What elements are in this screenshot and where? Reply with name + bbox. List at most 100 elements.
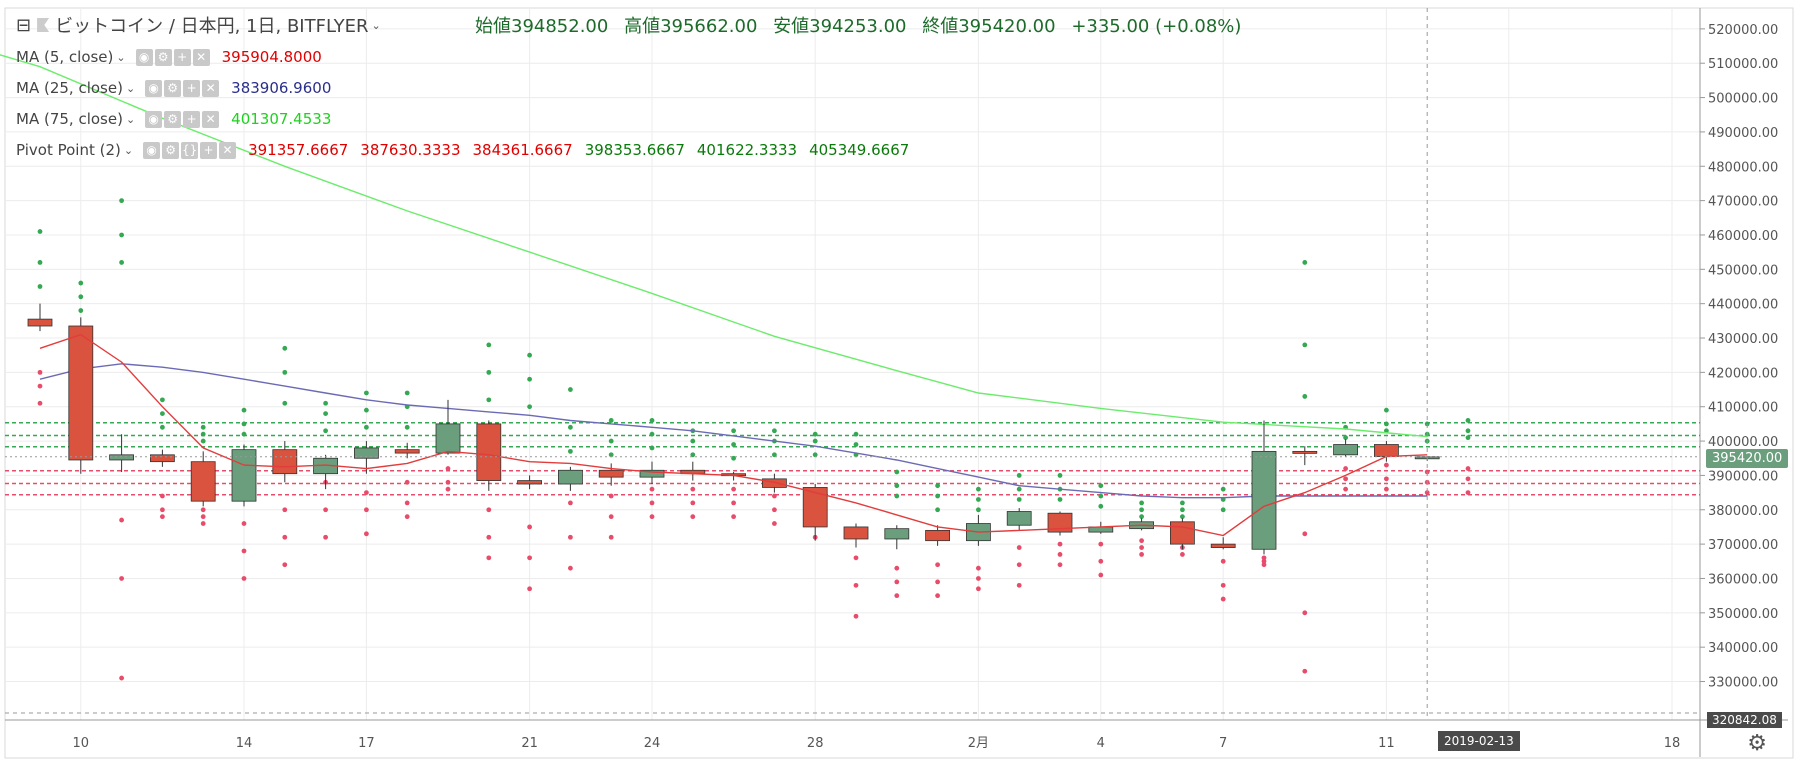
x-tick-label: 17: [358, 736, 375, 751]
pivot-resistance-dot: [323, 400, 328, 406]
candle-body: [1292, 450, 1318, 454]
indicator-row[interactable]: Pivot Point (2) ⌄ ◉ ⚙{} + ✕ 391357.6667 387630.…: [16, 138, 921, 162]
close-icon[interactable]: ✕: [202, 110, 220, 128]
plus-icon[interactable]: +: [173, 48, 191, 66]
candle-body: [843, 526, 869, 540]
pivot-support-dot: [119, 576, 124, 581]
ma5-line: [39, 333, 1428, 537]
plus-icon[interactable]: +: [183, 110, 201, 128]
pivot-support-dot: [404, 479, 410, 485]
pivot-support-dot: [241, 521, 247, 526]
pivot-resistance-dot: [1016, 473, 1022, 478]
pivot-support-dot: [1261, 562, 1267, 568]
x-tick-label: 7: [1219, 736, 1227, 751]
pivot-support-dot: [364, 531, 369, 537]
pivot-resistance-dot: [935, 483, 940, 489]
x-tick-label: 21: [521, 736, 538, 751]
gear-icon[interactable]: ⚙: [164, 110, 182, 128]
chevron-down-icon[interactable]: ⌄: [125, 112, 136, 126]
close-icon[interactable]: ✕: [219, 141, 237, 159]
candle-body: [476, 423, 502, 481]
eye-icon[interactable]: ◉: [145, 79, 163, 97]
indicator-title[interactable]: Pivot Point (2): [16, 141, 121, 159]
indicator-title[interactable]: MA (5, close): [16, 48, 114, 66]
pivot-resistance-dot: [200, 431, 206, 437]
pivot-resistance-dot: [1384, 428, 1389, 434]
gear-icon[interactable]: ⚙: [1747, 730, 1767, 755]
pivot-support-dot: [772, 521, 777, 526]
pivot-resistance-dot: [282, 345, 288, 351]
candle-body: [1374, 444, 1399, 457]
pivot-resistance-dot: [772, 452, 777, 458]
pivot-support-dot: [1261, 555, 1267, 561]
chevron-down-icon[interactable]: ⌄: [371, 18, 381, 32]
gear-icon[interactable]: ⚙: [162, 141, 180, 159]
pivot-resistance-dot: [1180, 514, 1185, 520]
braces-icon[interactable]: {}: [181, 141, 199, 159]
pivot-support-dot: [404, 514, 410, 520]
pivot-resistance-dot: [364, 424, 369, 430]
pivot-support-dot: [690, 486, 696, 492]
indicator-buttons: ◉ ⚙ + ✕: [145, 79, 221, 97]
chevron-down-icon[interactable]: ⌄: [116, 50, 126, 64]
pivot-support-dot: [1343, 476, 1348, 482]
x-tick-label: 2月: [968, 736, 989, 751]
pivot-support-dot: [364, 507, 369, 513]
pivot-resistance-dot: [1016, 497, 1022, 502]
pivot-resistance-dot: [1465, 435, 1471, 441]
y-tick-label: 500000.00: [1708, 92, 1778, 107]
x-tick-label: 10: [73, 736, 90, 751]
symbol-header[interactable]: ⊟ ビットコイン / 日本円, 1日, BITFLYER ⌄: [16, 12, 381, 38]
indicator-value: 384361.6667: [472, 141, 573, 159]
chart-border: [4, 7, 1794, 759]
pivot-support-dot: [1384, 462, 1389, 468]
pivot-resistance-dot: [1302, 394, 1308, 399]
pivot-support-dot: [568, 565, 573, 571]
pivot-resistance-dot: [812, 438, 818, 444]
ma25-line: [39, 363, 1428, 499]
pivot-support-dot: [486, 534, 492, 540]
pivot-support-dot: [1302, 610, 1308, 616]
indicator-row[interactable]: MA (5, close) ⌄ ◉ ⚙ + ✕ 395904.8000: [16, 45, 334, 69]
pivot-resistance-dot: [1057, 473, 1063, 478]
eye-icon[interactable]: ◉: [143, 141, 161, 159]
close-value: 終値395420.00: [922, 16, 1056, 37]
pivot-support-dot: [894, 565, 900, 571]
close-icon[interactable]: ✕: [202, 79, 220, 97]
symbol-label[interactable]: ビットコイン / 日本円, 1日, BITFLYER: [55, 16, 369, 37]
candle-body: [1006, 511, 1032, 526]
pivot-support-dot: [200, 514, 206, 520]
candle-body: [68, 325, 94, 461]
pivot-resistance-dot: [853, 442, 859, 447]
chevron-down-icon[interactable]: ⌄: [123, 143, 134, 157]
plus-icon[interactable]: +: [183, 79, 201, 97]
close-icon[interactable]: ✕: [192, 48, 210, 66]
eye-icon[interactable]: ◉: [145, 110, 163, 128]
pivot-support-dot: [976, 586, 981, 592]
window-icon[interactable]: ⊟: [16, 14, 32, 36]
indicator-title[interactable]: MA (25, close): [16, 79, 123, 97]
pivot-resistance-dot: [608, 418, 614, 423]
pivot-resistance-dot: [1424, 421, 1430, 427]
chevron-down-icon[interactable]: ⌄: [125, 81, 136, 95]
indicator-value: 401307.4533: [231, 110, 332, 128]
pivot-support-dot: [1016, 582, 1022, 588]
pivot-support-dot: [608, 493, 614, 499]
pivot-support-dot: [241, 576, 247, 581]
pivot-resistance-dot: [1139, 507, 1144, 513]
indicator-row[interactable]: MA (75, close) ⌄ ◉ ⚙ + ✕ 401307.4533: [16, 107, 343, 131]
pivot-resistance-dot: [731, 442, 736, 447]
pivot-support-dot: [731, 514, 736, 520]
y-tick-label: 490000.00: [1708, 126, 1778, 141]
indicator-title[interactable]: MA (75, close): [16, 110, 123, 128]
gear-icon[interactable]: ⚙: [154, 48, 172, 66]
indicator-row[interactable]: MA (25, close) ⌄ ◉ ⚙ + ✕ 383906.9600: [16, 76, 343, 100]
gear-icon[interactable]: ⚙: [164, 79, 182, 97]
plus-icon[interactable]: +: [200, 141, 218, 159]
y-tick-label: 420000.00: [1708, 366, 1778, 381]
pivot-resistance-dot: [1098, 493, 1104, 499]
flag-icon[interactable]: [37, 18, 50, 32]
eye-icon[interactable]: ◉: [135, 48, 153, 66]
candle-body: [1210, 543, 1236, 548]
